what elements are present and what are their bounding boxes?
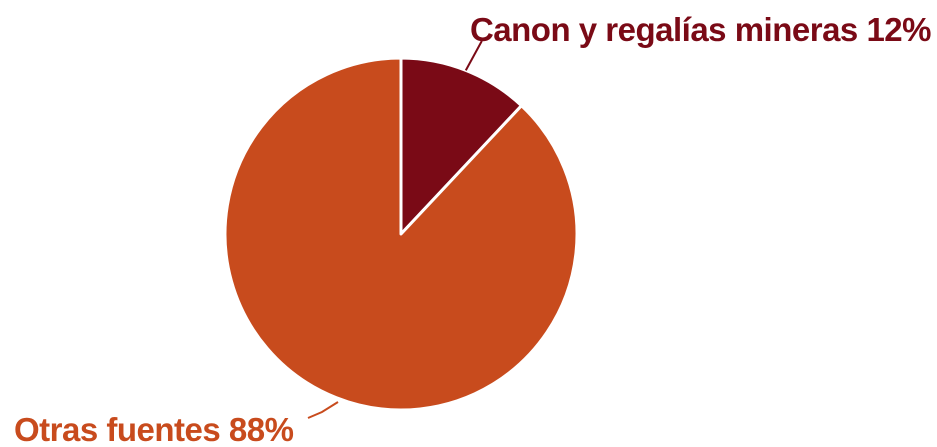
pie-slices [223,56,579,412]
leader-line-canon [464,40,483,71]
pie-slice-canon-regalias [399,56,523,236]
pie-labels: Canon y regalías mineras 12% Otras fuent… [14,11,932,447]
pie-slice-otras-fuentes [223,56,579,412]
slice-label-otras-fuentes: Otras fuentes 88% [14,411,294,447]
leader-line-otras [307,401,339,419]
slice-label-canon-regalias: Canon y regalías mineras 12% [470,11,931,48]
